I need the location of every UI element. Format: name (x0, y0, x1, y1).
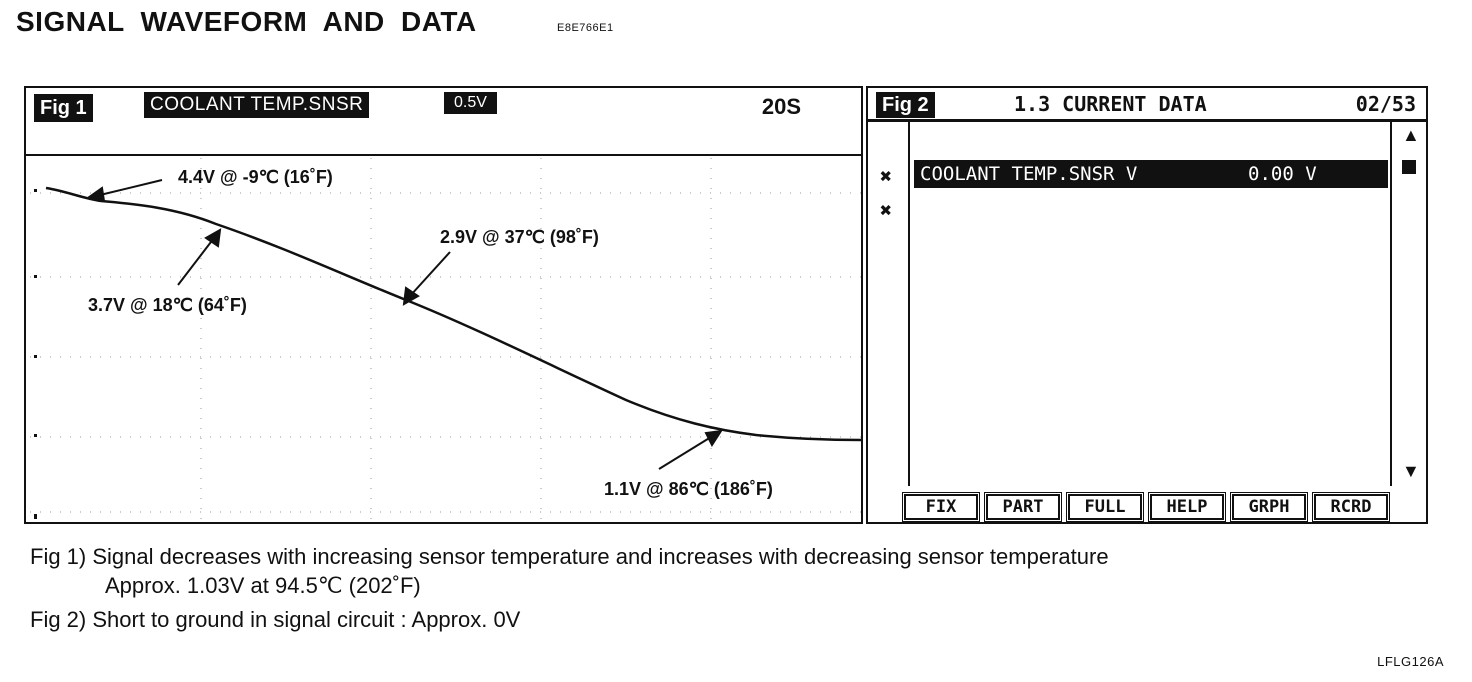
annotation-3-7v: 3.7V @ 18℃ (64˚F) (88, 295, 247, 315)
scroll-thumb[interactable] (1402, 160, 1416, 174)
waveform-plot (30, 158, 861, 522)
fig1-caption-detail: Approx. 1.03V at 94.5℃ (202˚F) (105, 573, 421, 598)
fig2-label: Fig 2 (876, 92, 935, 118)
menu-title: 1.3 CURRENT DATA (1014, 92, 1207, 116)
softkey-full[interactable]: FULL (1066, 492, 1144, 522)
document-code: E8E766E1 (557, 22, 614, 34)
graticule (30, 158, 861, 522)
softkey-record[interactable]: RCRD (1312, 492, 1390, 522)
softkey-part[interactable]: PART (984, 492, 1062, 522)
fig2-header: Fig 2 1.3 CURRENT DATA 02/53 (868, 88, 1426, 122)
data-item-value: 0.00 V (1248, 163, 1317, 185)
annotation-1-1v: 1.1V @ 86℃ (186˚F) (604, 479, 773, 499)
softkey-fix[interactable]: FIX (902, 492, 980, 522)
fig1-waveform-panel: Fig 1 COOLANT TEMP.SNSR 0.5V 20S (24, 86, 863, 524)
scale-ticks (34, 189, 37, 519)
data-item-name: COOLANT TEMP.SNSR V (920, 163, 1138, 185)
scroll-down-arrow-icon[interactable]: ▼ (1402, 461, 1420, 481)
softkey-graph[interactable]: GRPH (1230, 492, 1308, 522)
volts-per-division: 0.5V (444, 92, 497, 114)
fix-mark-icon: ✖ (880, 198, 893, 222)
channel-name: COOLANT TEMP.SNSR (144, 92, 370, 118)
fig2-caption: Fig 2) Short to ground in signal circuit… (30, 607, 521, 632)
fig2-current-data-panel: Fig 2 1.3 CURRENT DATA 02/53 ✖ ✖ COOLANT… (866, 86, 1428, 524)
data-list: COOLANT TEMP.SNSR V 0.00 V (908, 122, 1392, 486)
figure-code: LFLG126A (1377, 654, 1444, 669)
page-title: SIGNAL WAVEFORM AND DATA (16, 6, 477, 37)
fig1-header: Fig 1 COOLANT TEMP.SNSR 0.5V 20S (26, 88, 861, 156)
softkey-help[interactable]: HELP (1148, 492, 1226, 522)
data-row-selected[interactable]: COOLANT TEMP.SNSR V 0.00 V (914, 160, 1388, 188)
data-list-area: ✖ ✖ COOLANT TEMP.SNSR V 0.00 V ▲ ▼ (868, 122, 1426, 486)
waveform-trace (45, 186, 861, 442)
scrollbar[interactable]: ▲ ▼ (1398, 122, 1422, 486)
fix-mark-icon: ✖ (880, 164, 893, 188)
fig1-label: Fig 1 (34, 94, 93, 122)
fig1-caption: Fig 1) Signal decreases with increasing … (30, 544, 1109, 569)
annotation-4-4v: 4.4V @ -9℃ (16˚F) (178, 167, 333, 187)
annotation-2-9v: 2.9V @ 37℃ (98˚F) (440, 227, 599, 247)
annotation-arrows (85, 179, 724, 470)
page-counter: 02/53 (1355, 92, 1416, 116)
time-per-division: 20S (761, 94, 801, 119)
softkey-bar: FIX PART FULL HELP GRPH RCRD (902, 492, 1390, 522)
scroll-up-arrow-icon[interactable]: ▲ (1402, 125, 1420, 145)
